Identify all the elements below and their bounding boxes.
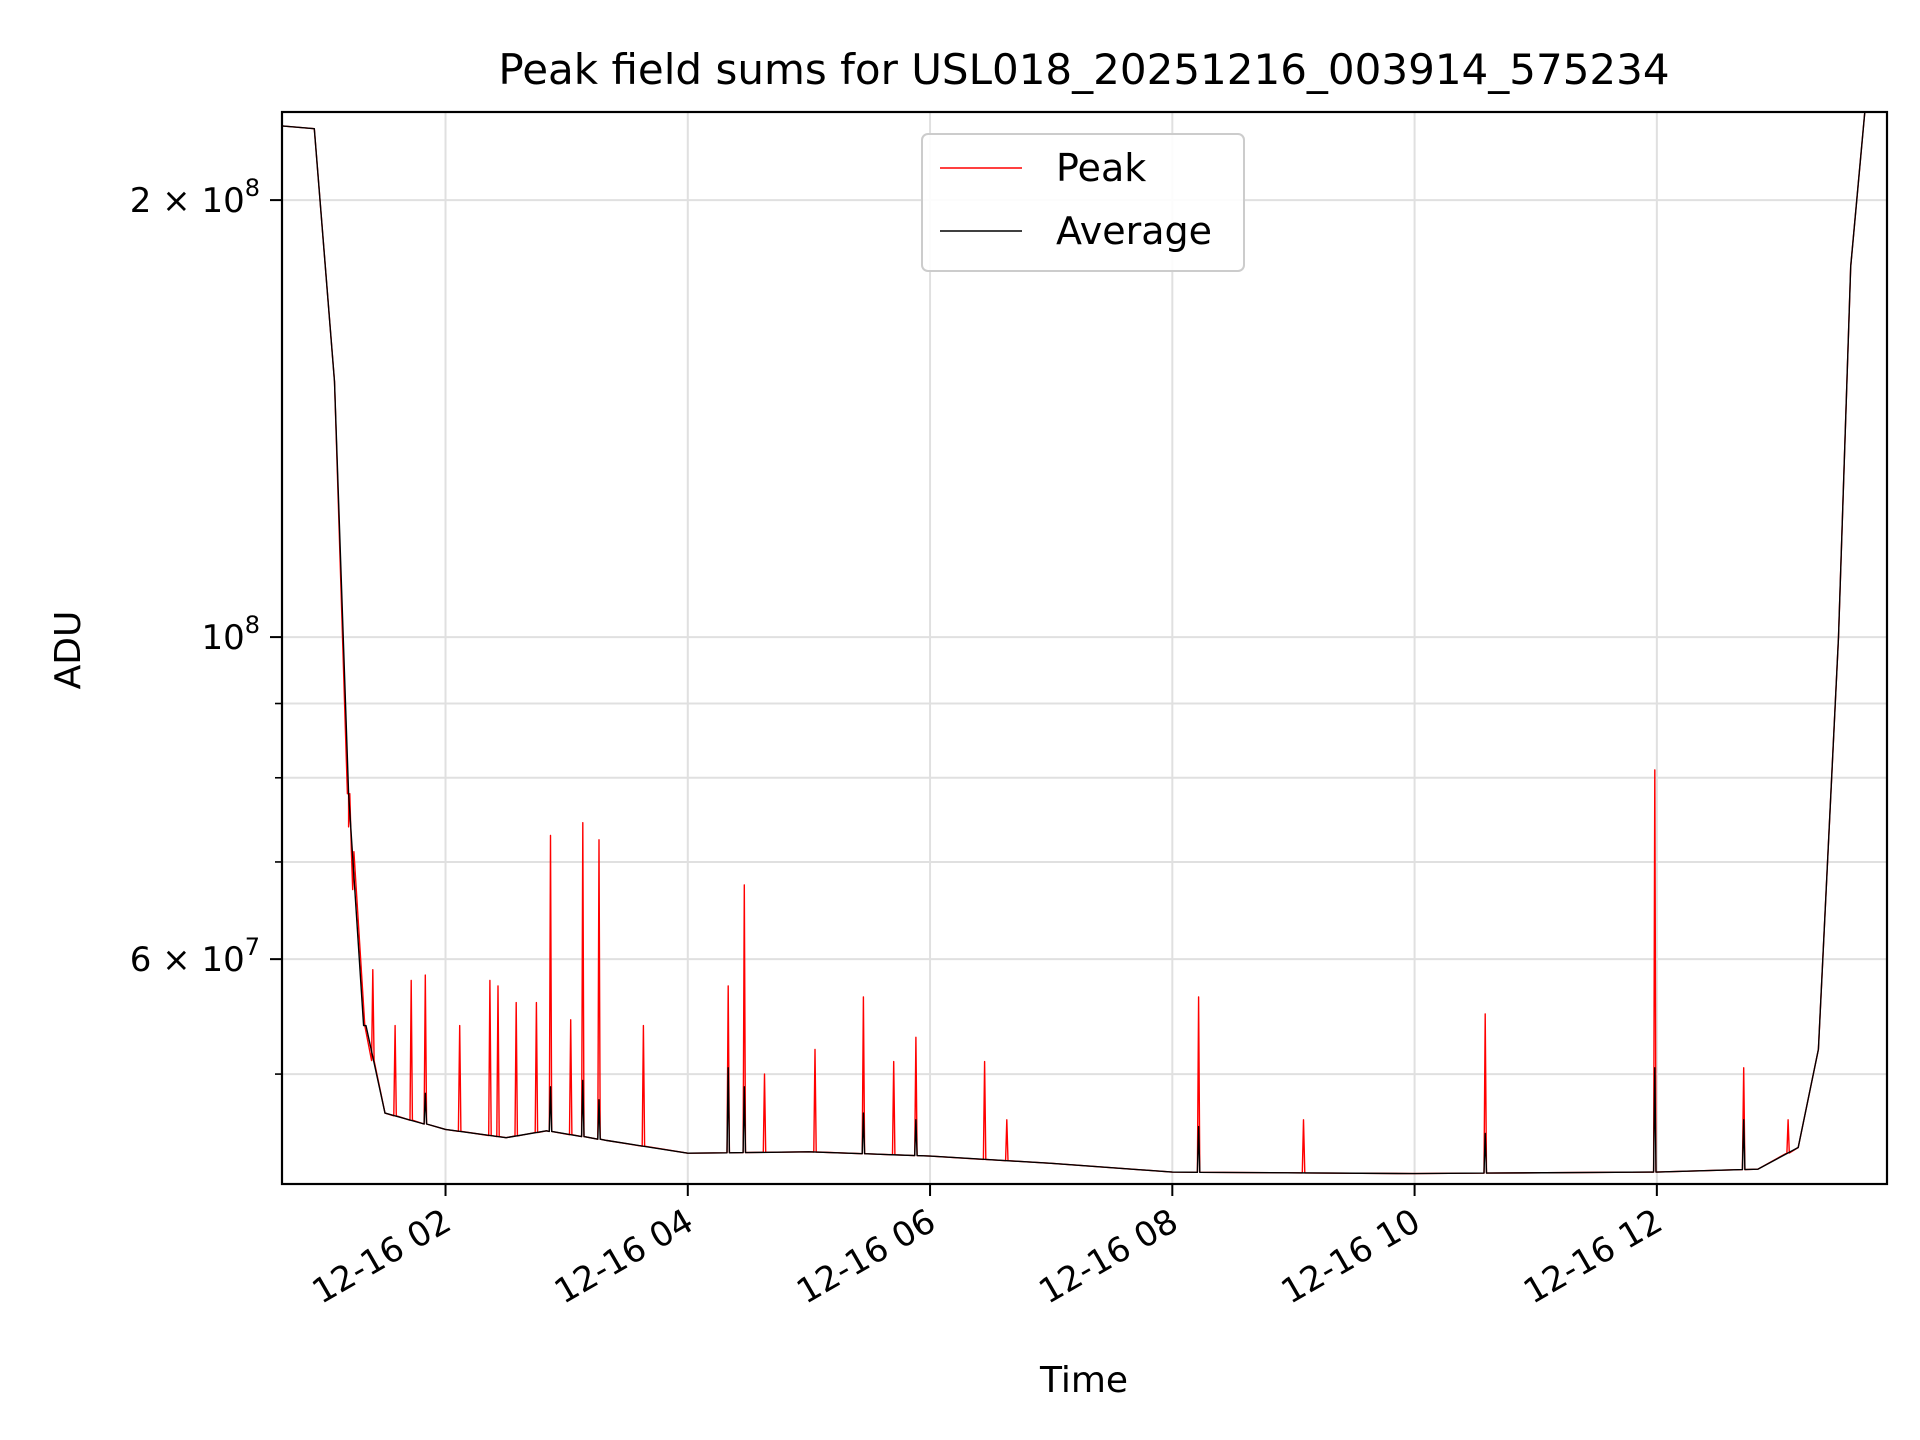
y-tick-label: 6 × 107 xyxy=(130,933,260,980)
series-layer xyxy=(282,112,1866,1175)
grid xyxy=(282,112,1887,1184)
y-tick-label: 108 xyxy=(201,611,260,658)
legend: Peak Average xyxy=(921,133,1245,272)
series-line-average xyxy=(282,112,1866,1175)
chart-title: Peak field sums for USL018_20251216_0039… xyxy=(498,45,1669,94)
y-axis-label: ADU xyxy=(48,611,89,690)
y-tick-label-exponent: 7 xyxy=(245,933,260,961)
plot-area-frame xyxy=(280,110,1889,1186)
y-tick-label-exponent: 8 xyxy=(245,611,260,639)
legend-label-average: Average xyxy=(1056,209,1212,253)
y-tick-label-exponent: 8 xyxy=(245,174,260,202)
y-tick-label: 2 × 108 xyxy=(130,174,260,221)
y-tick-label-base: 2 × 10 xyxy=(130,181,245,221)
y-tick-label-base: 6 × 10 xyxy=(130,940,245,980)
legend-label-peak: Peak xyxy=(1056,146,1146,190)
y-tick-label-base: 10 xyxy=(201,618,244,658)
x-axis-label: Time xyxy=(1039,1360,1128,1401)
